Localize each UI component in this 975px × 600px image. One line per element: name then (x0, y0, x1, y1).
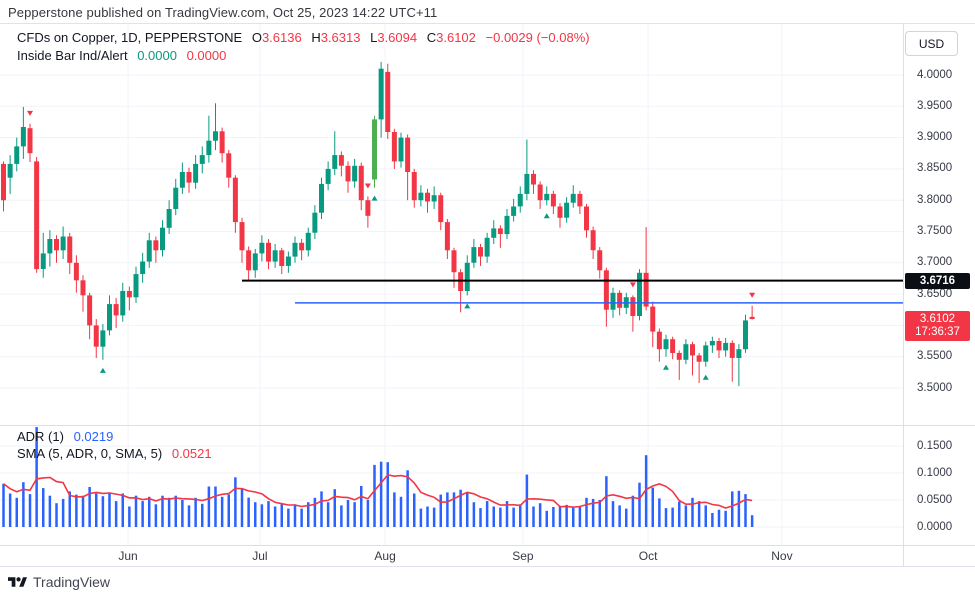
price-axis-label: 3.7000 (917, 256, 953, 269)
price-axis-label: 3.6500 (917, 287, 953, 300)
price-axis-label: 4.0000 (917, 68, 953, 81)
price-line-value: 3.6716 (919, 274, 956, 287)
time-axis-label: Jul (252, 549, 268, 563)
indicator-name: Inside Bar Ind/Alert (17, 48, 128, 63)
ohlc-open-value: 3.6136 (261, 30, 302, 45)
tradingview-logo-icon (8, 576, 27, 587)
indicator-axis-label: 0.0500 (917, 493, 953, 506)
time-axis-label: Nov (771, 549, 793, 563)
sma-value: 0.0521 (171, 446, 212, 461)
indicator-axis-label: 0.1500 (917, 439, 953, 452)
price-axis-label: 3.7500 (917, 225, 953, 237)
ohlc-low-label: L (370, 30, 378, 45)
sma-label: SMA (5, ADR, 0, SMA, 5) (17, 446, 163, 461)
symbol-title: CFDs on Copper, 1D, PEPPERSTONE (17, 30, 243, 45)
time-axis-label: Jun (118, 549, 138, 563)
time-axis-label: Sep (512, 549, 534, 563)
time-axis-label: Oct (638, 549, 658, 563)
time-axis-separator (0, 545, 975, 546)
price-line-label: 3.6716 (905, 272, 970, 289)
last-price-value: 3.6102 (919, 313, 956, 325)
sma-legend[interactable]: SMA (5, ADR, 0, SMA, 5) 0.0521 (17, 446, 212, 461)
bar-countdown: 17:36:37 (915, 326, 960, 338)
indicator-legend[interactable]: Inside Bar Ind/Alert 0.0000 0.0000 (17, 48, 226, 63)
price-axis-label: 3.9500 (917, 99, 953, 112)
ohlc-close-value: 3.6102 (436, 30, 476, 45)
inside-bar-markers (27, 110, 756, 380)
adr-sma-line (3, 474, 753, 509)
price-axis-separator (903, 23, 904, 566)
adr-value: 0.0219 (73, 429, 114, 444)
change-value: −0.0029 (−0.08%) (485, 30, 590, 45)
price-axis-label: 3.8000 (917, 193, 953, 206)
adr-label: ADR (1) (17, 429, 64, 444)
indicator-value-1: 0.0000 (137, 48, 177, 63)
last-price-badge: 3.6102 17:36:37 (905, 311, 970, 341)
indicator-axis-label: 0.0000 (917, 520, 953, 533)
price-axis-label: 3.5000 (917, 381, 953, 394)
adr-histogram (2, 427, 754, 527)
tradingview-logo[interactable]: TradingView (8, 574, 110, 590)
symbol-legend[interactable]: CFDs on Copper, 1D, PEPPERSTONE O3.6136 … (17, 30, 590, 45)
publish-title: Pepperstone published on TradingView.com… (8, 5, 438, 20)
indicator-value-2: 0.0000 (186, 48, 227, 63)
ohlc-high-value: 3.6313 (320, 30, 361, 45)
time-axis-label: Aug (374, 549, 396, 563)
ohlc-high-label: H (311, 30, 321, 45)
ohlc-open-label: O (251, 30, 262, 45)
ohlc-close-label: C (426, 30, 437, 45)
tradingview-logo-text: TradingView (33, 574, 111, 590)
price-axis-label: 3.9000 (917, 131, 953, 144)
ohlc-low-value: 3.6094 (377, 30, 418, 45)
currency-button[interactable]: USD (905, 31, 958, 56)
indicator-axis-label: 0.1000 (917, 466, 953, 479)
candles (1, 61, 755, 387)
price-axis-label: 3.8500 (917, 162, 953, 175)
pane-separator[interactable] (0, 425, 975, 426)
price-axis-label: 3.5500 (917, 350, 953, 363)
frame-bottom-border (0, 566, 975, 567)
adr-legend[interactable]: ADR (1) 0.0219 (17, 429, 113, 444)
frame-top-border (0, 23, 975, 24)
